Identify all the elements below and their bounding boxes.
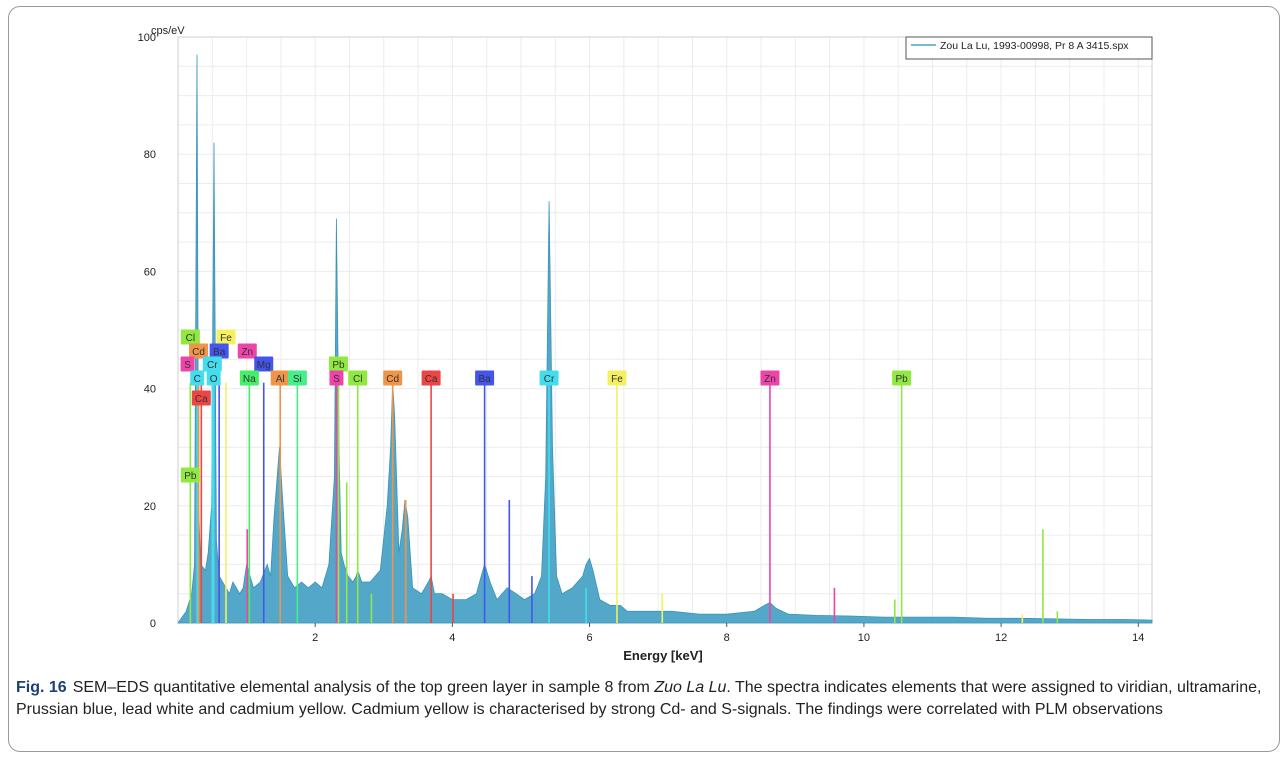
element-label-bg	[329, 356, 349, 372]
legend-box	[905, 36, 1153, 60]
element-label: Fe	[611, 374, 623, 385]
element-label: Cr	[544, 374, 555, 385]
y-tick-label: 20	[144, 501, 156, 513]
element-label: S	[333, 374, 340, 385]
x-tick-label: 14	[1132, 632, 1144, 644]
element-labels: Cl Fe Cd Ba Zn S Cr Mg Pb C O Na Al Si S Cl Cd Ca Ba Cr Fe Zn…	[180, 329, 912, 483]
element-label: Cl	[353, 374, 362, 385]
y-tick-label: 60	[144, 266, 156, 278]
x-tick-label: 12	[995, 632, 1007, 644]
legend-series-name: Zou La Lu, 1993-00998, Pr 8 A 3415.spx	[940, 40, 1129, 52]
element-label-bg	[329, 370, 344, 386]
element-label-bg	[539, 370, 559, 386]
y-axis: 0 20 40 60 80 100	[138, 32, 156, 630]
figure-number: Fig. 16	[16, 679, 67, 696]
element-label-bg	[760, 370, 780, 386]
element-label-bg	[421, 370, 441, 386]
element-label-bg	[180, 329, 200, 345]
element-label-bg	[202, 356, 222, 372]
element-label: Pb	[184, 471, 197, 482]
x-tick-label: 10	[858, 632, 870, 644]
y-tick-label: 0	[150, 618, 156, 630]
x-axis: 2 4 6 8 10 12 14	[312, 623, 1144, 644]
element-label-bg	[180, 467, 200, 483]
element-label: Pb	[896, 374, 909, 385]
element-label-bg	[180, 356, 195, 372]
x-axis-label: Energy [keV]	[623, 648, 702, 663]
y-tick-label: 80	[144, 149, 156, 161]
element-marker-lines	[189, 382, 1059, 623]
y-tick-label: 40	[144, 384, 156, 396]
element-label-bg	[383, 370, 403, 386]
element-label-bg	[189, 343, 209, 359]
element-label-bg	[607, 370, 627, 386]
element-label: O	[210, 374, 218, 385]
y-axis-label: cps/eV	[151, 25, 185, 37]
element-label-bg	[237, 343, 257, 359]
element-label-bg	[191, 390, 211, 406]
element-label: Si	[293, 374, 302, 385]
element-label-bg	[270, 370, 290, 386]
element-label: Al	[276, 374, 285, 385]
element-label: Cr	[207, 360, 218, 371]
caption-italic-title: Zuo La Lu	[654, 679, 727, 696]
caption-text-after: . The spectra indicates elements that we…	[16, 679, 1262, 718]
x-tick-label: 6	[586, 632, 592, 644]
caption-text-before: SEM–EDS quantitative elemental analysis …	[72, 679, 655, 696]
element-label-bg	[254, 356, 274, 372]
figure-caption: Fig. 16 SEM–EDS quantitative elemental an…	[16, 677, 1271, 721]
element-label-bg	[287, 370, 307, 386]
element-label-bg	[190, 370, 205, 386]
element-label-bg	[216, 329, 236, 345]
element-label: Cl	[186, 333, 195, 344]
element-label: Ba	[478, 374, 491, 385]
element-label-bg	[239, 370, 259, 386]
x-tick-label: 8	[724, 632, 730, 644]
element-label: Ba	[213, 347, 226, 358]
element-label: Pb	[332, 360, 345, 371]
x-tick-label: 4	[449, 632, 455, 644]
element-label-bg	[475, 370, 495, 386]
grid-lines	[178, 36, 1152, 623]
spectrum-series	[177, 54, 1153, 624]
eds-spectrum-chart: Cl Fe Cd Ba Zn S Cr Mg Pb C O Na Al Si S Cl Cd Ca Ba Cr Fe Zn…	[138, 25, 1153, 663]
y-tick-label: 100	[138, 32, 156, 44]
element-label: Zn	[764, 374, 776, 385]
element-label: Cd	[386, 374, 399, 385]
element-label: Ca	[425, 374, 438, 385]
element-label-bg	[892, 370, 912, 386]
figure-frame	[8, 6, 1280, 752]
element-label: Mg	[257, 360, 271, 371]
element-label: Zn	[241, 347, 253, 358]
element-label-bg	[209, 343, 229, 359]
element-label: Na	[243, 374, 256, 385]
element-label-bg	[348, 370, 368, 386]
legend: Zou La Lu, 1993-00998, Pr 8 A 3415.spx	[905, 36, 1153, 60]
element-label: Fe	[220, 333, 232, 344]
element-label-bg	[206, 370, 221, 386]
element-label: Ca	[195, 394, 208, 405]
element-label: S	[184, 360, 191, 371]
element-label: Cd	[192, 347, 205, 358]
element-label: C	[194, 374, 201, 385]
spectrum-area	[177, 54, 1153, 624]
x-tick-label: 2	[312, 632, 318, 644]
